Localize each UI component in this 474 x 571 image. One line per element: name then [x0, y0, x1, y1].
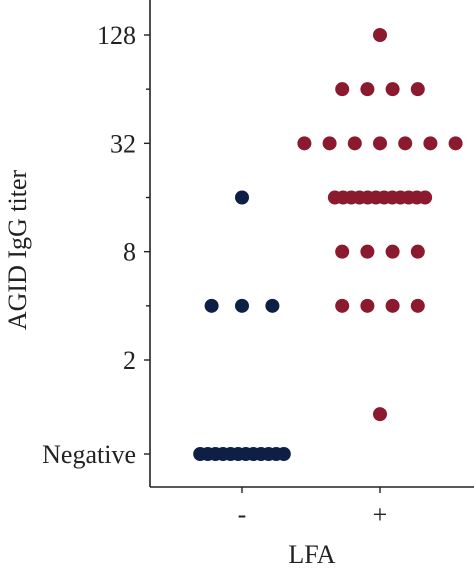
data-point-lfa-positive — [385, 82, 400, 97]
data-point-lfa-positive — [360, 244, 375, 259]
points-group — [193, 28, 463, 461]
data-point-lfa-negative — [235, 298, 249, 313]
axes — [149, 0, 474, 488]
data-point-lfa-positive — [322, 136, 337, 151]
data-point-lfa-positive — [335, 82, 350, 97]
data-point-lfa-positive — [360, 298, 375, 313]
y-tick-label: Negative — [42, 440, 136, 469]
data-point-lfa-positive — [410, 298, 425, 313]
tick-group: Negative 2 8 32 128 - + — [42, 21, 387, 529]
data-point-lfa-positive — [385, 298, 400, 313]
data-point-lfa-negative — [204, 298, 219, 313]
data-point-lfa-positive — [373, 136, 387, 151]
data-point-lfa-negative — [235, 190, 249, 205]
y-tick-label: 8 — [123, 238, 136, 267]
y-tick-label: 128 — [97, 21, 136, 50]
data-point-lfa-positive — [335, 298, 350, 313]
data-point-lfa-positive — [347, 136, 362, 151]
data-point-lfa-positive — [418, 190, 433, 205]
data-point-lfa-positive — [410, 244, 425, 259]
y-tick-label: 32 — [110, 129, 136, 158]
data-point-lfa-positive — [448, 136, 463, 151]
data-point-lfa-negative — [265, 298, 280, 313]
data-point-lfa-positive — [373, 28, 387, 42]
x-axis-title: LFA — [288, 540, 335, 569]
y-tick-label: 2 — [123, 346, 136, 375]
data-point-lfa-positive — [360, 82, 375, 97]
data-point-lfa-positive — [335, 244, 350, 259]
x-tick-label: - — [238, 500, 247, 529]
data-point-lfa-positive — [398, 136, 413, 151]
x-tick-label: + — [373, 500, 388, 529]
data-point-lfa-positive — [385, 244, 400, 259]
data-point-lfa-positive — [423, 136, 438, 151]
data-point-lfa-positive — [297, 136, 312, 151]
data-point-lfa-positive — [410, 82, 425, 97]
data-point-lfa-negative — [276, 447, 291, 461]
data-point-lfa-positive — [373, 407, 387, 422]
y-axis-title: AGID IgG titer — [3, 170, 32, 331]
